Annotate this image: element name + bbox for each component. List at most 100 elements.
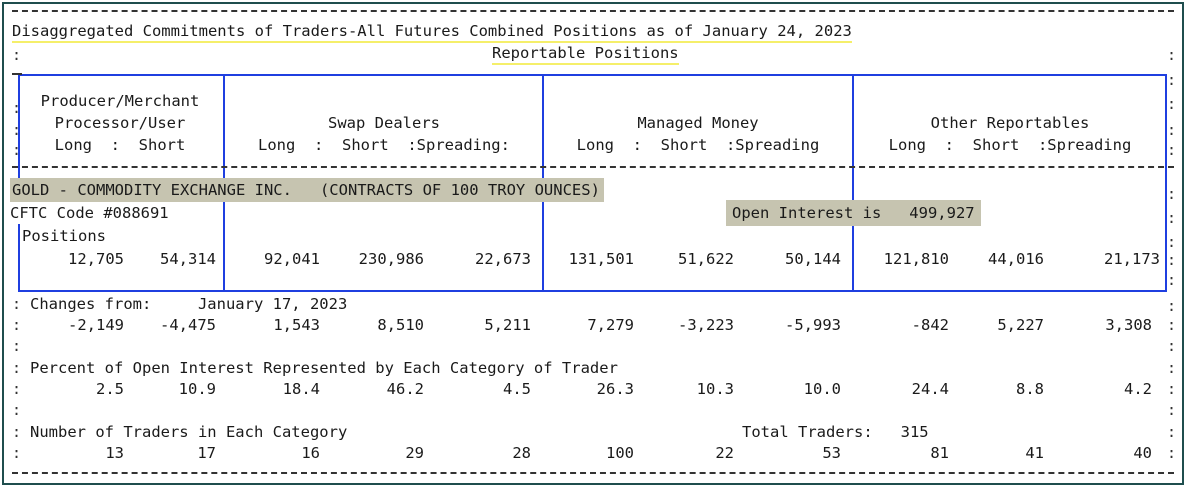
percent-producer-long: 2.5 — [96, 380, 124, 398]
other-header: Other Reportables — [930, 114, 1090, 132]
margin-colon: : — [12, 337, 22, 355]
changes-swap-long: 1,543 — [273, 316, 320, 334]
percent-label: Percent of Open Interest Represented by … — [30, 359, 618, 377]
traders-other-short: 41 — [1025, 444, 1044, 462]
traders-swap-long: 16 — [301, 444, 320, 462]
positions-managed-long: 131,501 — [568, 250, 634, 268]
changes-swap-short: 8,510 — [377, 316, 424, 334]
margin-colon: : — [1166, 271, 1176, 289]
report-subtitle: Reportable Positions — [492, 43, 679, 65]
positions-producer-short: 54,314 — [160, 250, 216, 268]
margin-colon: : — [1166, 444, 1176, 462]
positions-bottom-border — [18, 290, 1167, 292]
positions-label: Positions — [22, 227, 106, 245]
positions-other-short: 44,016 — [988, 250, 1044, 268]
margin-colon: : — [12, 380, 22, 398]
report-subtitle-text: Reportable Positions — [492, 44, 679, 65]
changes-managed-spreading: -5,993 — [785, 316, 841, 334]
margin-colon: : — [1166, 423, 1176, 441]
changes-managed-long: 7,279 — [587, 316, 634, 334]
managed-header: Managed Money — [637, 114, 759, 132]
margin-colon: : — [12, 46, 22, 64]
traders-label: Number of Traders in Each Category — [30, 423, 348, 441]
traders-managed-short: 22 — [715, 444, 734, 462]
margin-colon: : — [1166, 359, 1176, 377]
margin-colon: : — [12, 401, 22, 419]
changes-other-spreading: 3,308 — [1105, 316, 1152, 334]
traders-producer-short: 17 — [197, 444, 216, 462]
margin-colon: : — [12, 295, 22, 313]
bottom-dashed-rule — [12, 472, 1174, 474]
left-border — [18, 224, 20, 292]
margin-colon: : — [1166, 95, 1176, 113]
margin-colon: : — [1166, 316, 1176, 334]
positions-swap-spreading: 22,673 — [475, 250, 531, 268]
positions-swap-long: 92,041 — [264, 250, 320, 268]
margin-colon: : — [1166, 233, 1176, 251]
margin-colon: : — [1166, 380, 1176, 398]
swap-header: Swap Dealers — [328, 114, 440, 132]
positions-other-long: 121,810 — [883, 250, 949, 268]
percent-other-spreading: 4.2 — [1124, 380, 1152, 398]
margin-colon: : — [12, 316, 22, 334]
margin-colon: : — [1166, 141, 1176, 159]
percent-swap-short: 46.2 — [386, 380, 424, 398]
margin-colon: : — [1166, 121, 1176, 139]
traders-managed-spreading: 53 — [822, 444, 841, 462]
margin-colon: : — [1166, 401, 1176, 419]
changes-swap-spreading: 5,211 — [484, 316, 531, 334]
changes-other-long: -842 — [911, 316, 949, 334]
changes-managed-short: -3,223 — [678, 316, 734, 334]
changes-producer-long: -2,149 — [68, 316, 124, 334]
report-title-text: Disaggregated Commitments of Traders-All… — [12, 22, 852, 43]
traders-swap-spreading: 28 — [512, 444, 531, 462]
producer-header-line2: Processor/User — [54, 114, 186, 132]
margin-colon: : — [12, 121, 22, 139]
total-traders: Total Traders: 315 — [742, 423, 929, 441]
percent-managed-short: 10.3 — [696, 380, 734, 398]
percent-swap-long: 18.4 — [282, 380, 320, 398]
cftc-code: CFTC Code #088691 — [10, 203, 169, 223]
margin-colon: : — [1166, 337, 1176, 355]
positions-other-spreading: 21,173 — [1104, 250, 1160, 268]
changes-label: Changes from: January 17, 2023 — [30, 295, 348, 313]
producer-subheader: Long : Short — [54, 136, 186, 154]
margin-colon: : — [1166, 251, 1176, 269]
header-top-border — [223, 74, 1167, 76]
managed-other-divider — [852, 74, 854, 292]
percent-managed-spreading: 10.0 — [803, 380, 841, 398]
margin-colon: : — [12, 359, 22, 377]
traders-other-spreading: 40 — [1133, 444, 1152, 462]
producer-header-line1: Producer/Merchant — [40, 92, 200, 110]
margin-colon: : — [1166, 297, 1176, 315]
percent-managed-long: 26.3 — [596, 380, 634, 398]
margin-colon: : — [1166, 46, 1176, 64]
changes-other-short: 5,227 — [997, 316, 1044, 334]
traders-other-long: 81 — [930, 444, 949, 462]
margin-colon: : — [1166, 185, 1176, 203]
header-dashed-rule-start — [12, 73, 22, 75]
percent-swap-spreading: 4.5 — [503, 380, 531, 398]
margin-colon: : — [1166, 209, 1176, 227]
percent-other-long: 24.4 — [911, 380, 949, 398]
header-bottom-dashed-rule — [12, 166, 1174, 168]
changes-producer-short: -4,475 — [160, 316, 216, 334]
traders-managed-long: 100 — [606, 444, 634, 462]
positions-managed-short: 51,622 — [678, 250, 734, 268]
margin-colon: : — [12, 99, 22, 117]
report-frame: Disaggregated Commitments of Traders-All… — [2, 2, 1184, 485]
report-title: Disaggregated Commitments of Traders-All… — [12, 21, 852, 43]
open-interest: Open Interest is 499,927 — [726, 200, 981, 226]
margin-colon: : — [12, 423, 22, 441]
swap-subheader: Long : Short :Spreading: — [258, 136, 510, 154]
other-subheader: Long : Short :Spreading — [888, 136, 1132, 154]
margin-colon: : — [12, 141, 22, 159]
positions-producer-long: 12,705 — [68, 250, 124, 268]
positions-managed-spreading: 50,144 — [785, 250, 841, 268]
top-dashed-rule — [12, 10, 1174, 12]
positions-swap-short: 230,986 — [358, 250, 424, 268]
percent-producer-short: 10.9 — [178, 380, 216, 398]
commodity-name: GOLD - COMMODITY EXCHANGE INC. (CONTRACT… — [10, 178, 604, 202]
right-border — [1165, 74, 1167, 292]
percent-other-short: 8.8 — [1016, 380, 1044, 398]
